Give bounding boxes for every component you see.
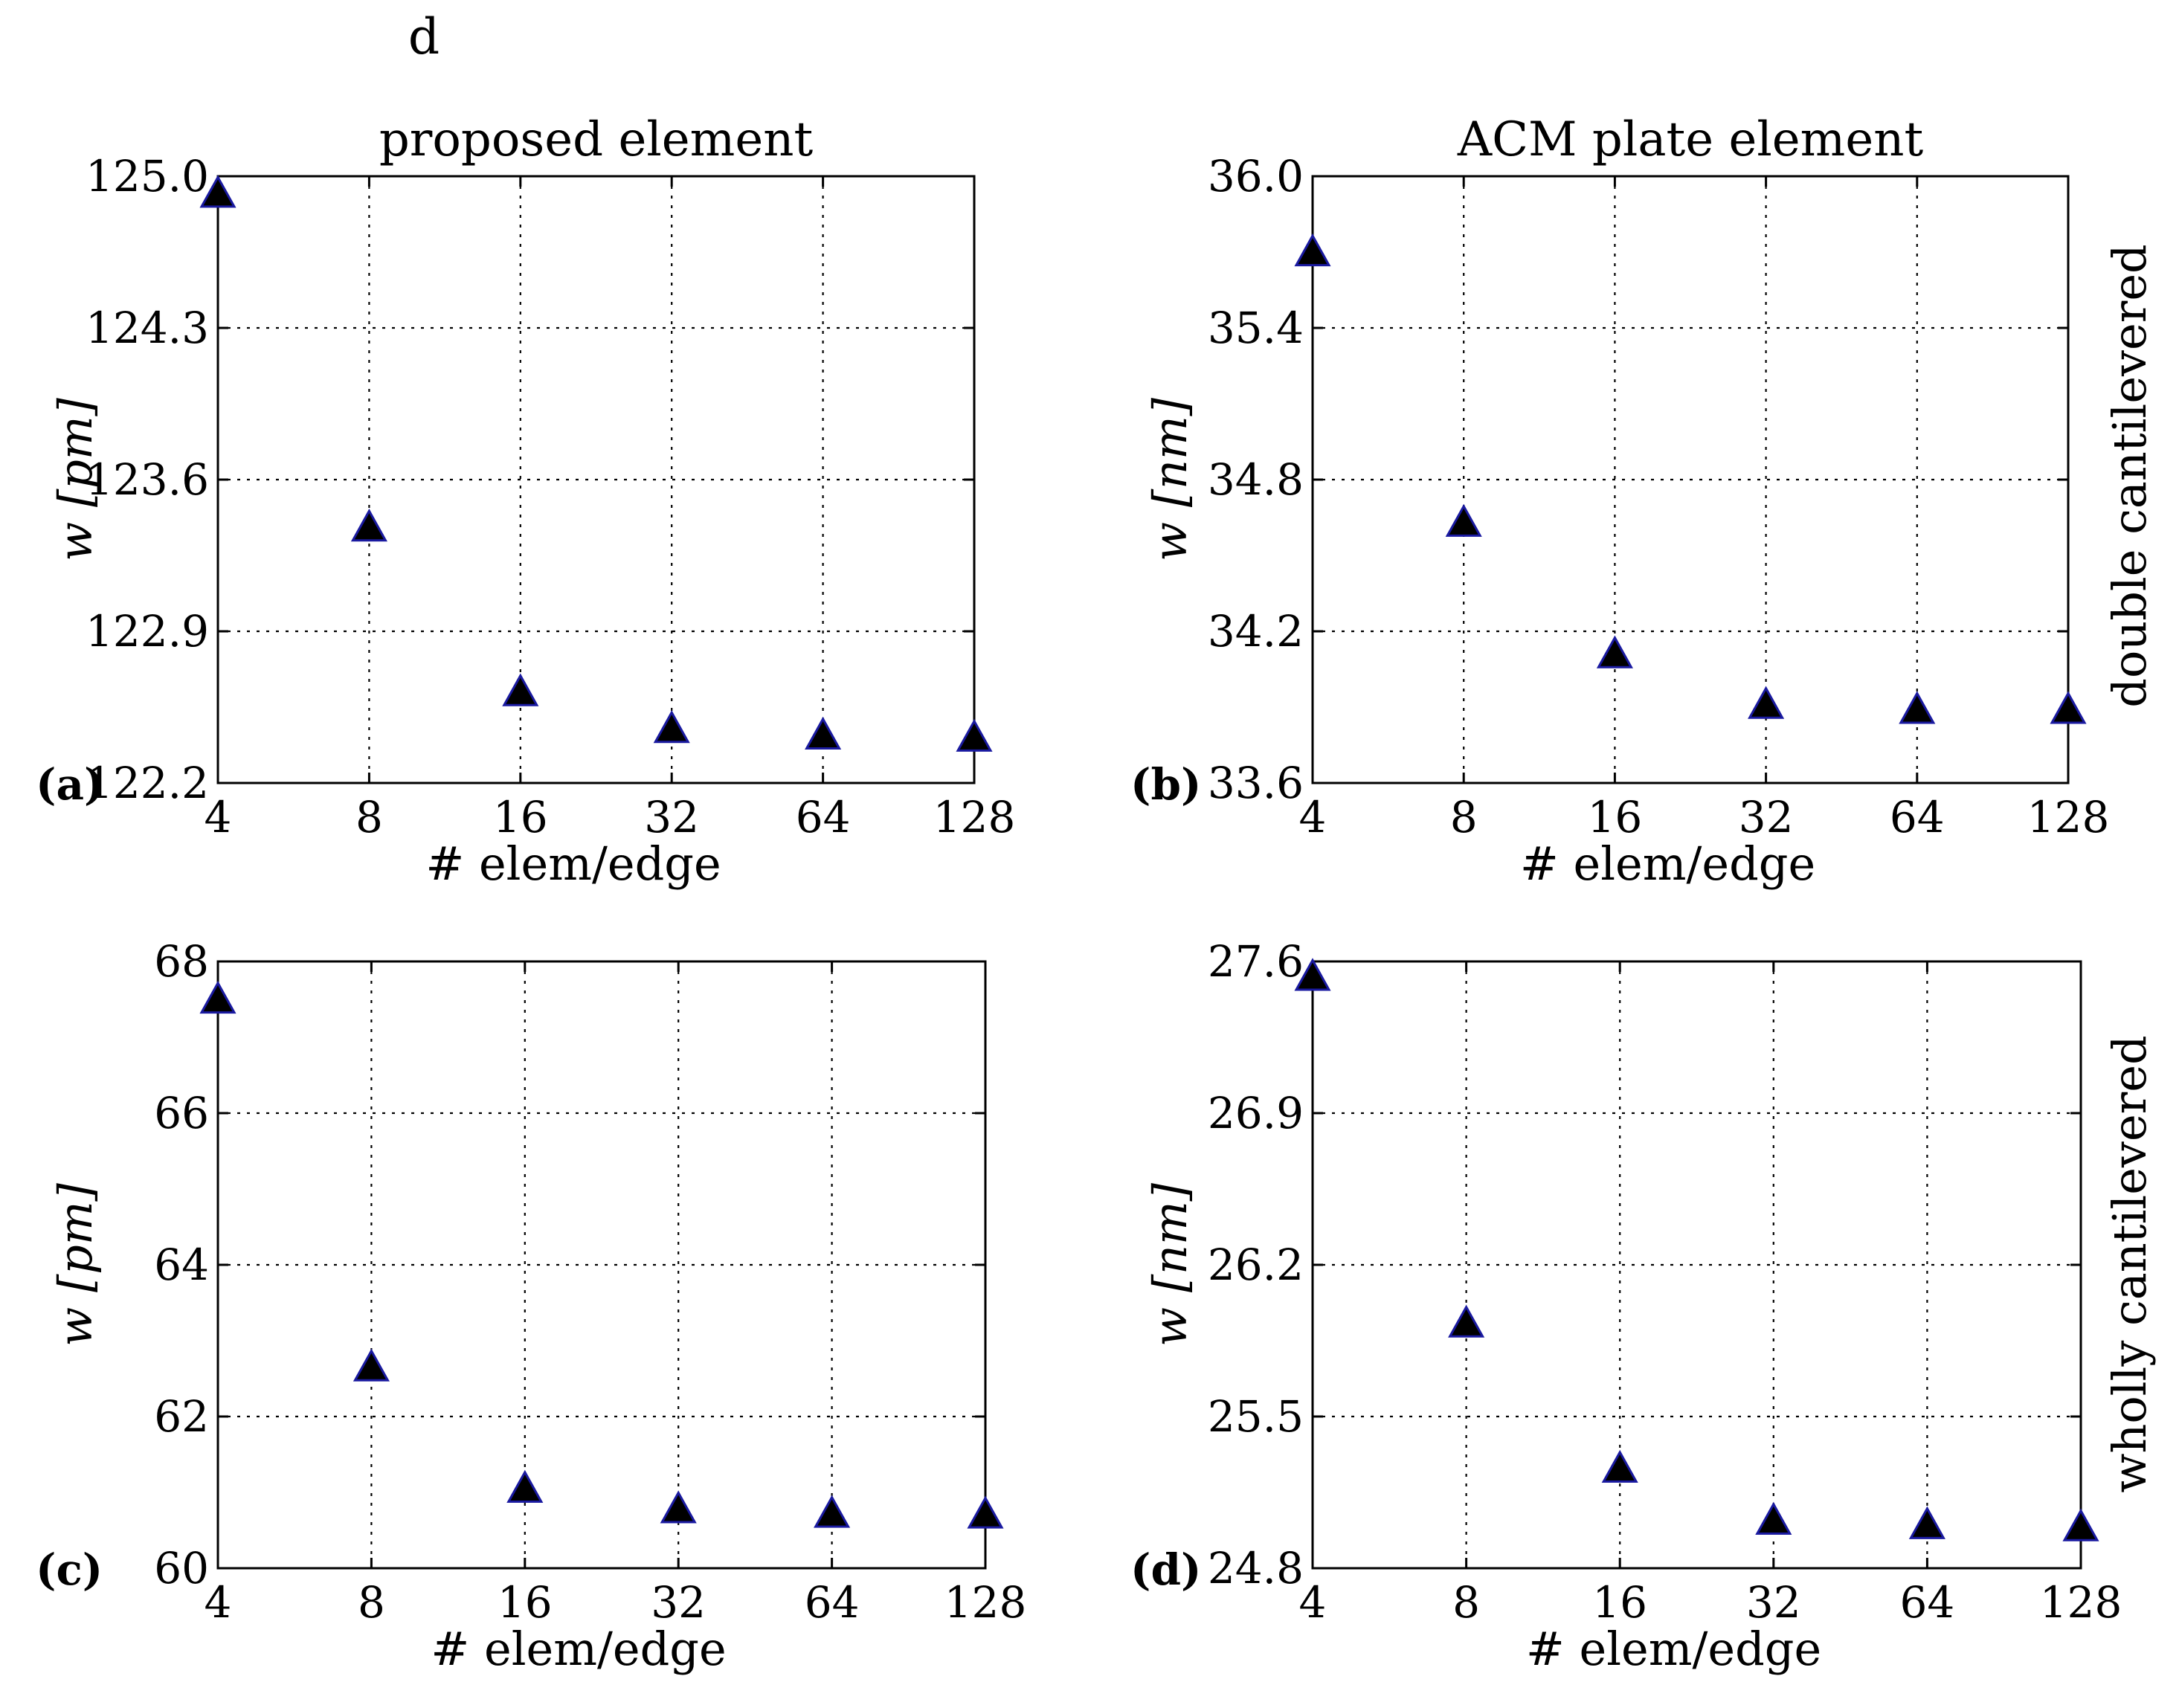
panel-a: 4 8 16 32 64 128 122.2 122.9 123.6 124.3 125.0 # el… xyxy=(36,112,1015,891)
data-point xyxy=(1445,503,1482,537)
data-point xyxy=(1601,1449,1638,1483)
x-tick-label: 4 xyxy=(1299,1577,1327,1628)
y-tick-label: 64 xyxy=(154,1240,209,1290)
y-tick-label: 25.5 xyxy=(1208,1391,1304,1442)
side-label-wholly-cantilevered: wholly cantilevered xyxy=(2102,1035,2157,1492)
x-axis-label: # elem/edge xyxy=(1526,1622,1821,1676)
y-tick-label: 34.8 xyxy=(1208,454,1304,505)
plot-frame xyxy=(216,960,987,1570)
x-tick-label: 64 xyxy=(805,1577,860,1628)
data-point xyxy=(1294,233,1331,267)
panel-b: 4 8 16 32 64 128 33.6 34.2 34.8 35.4 36.0 # elem/ed… xyxy=(1130,112,2109,891)
data-point xyxy=(1899,691,1936,724)
data-point xyxy=(2050,691,2087,724)
y-tick-label: 122.2 xyxy=(86,758,209,808)
x-tick-label: 8 xyxy=(355,792,383,842)
panel-d: 4 8 16 32 64 128 24.8 25.5 26.2 26.9 27.6 # elem/ed… xyxy=(1130,936,2122,1676)
data-point xyxy=(653,710,690,744)
data-point xyxy=(1755,1501,1792,1535)
panel-label: (c) xyxy=(36,1544,103,1595)
data-point xyxy=(805,716,842,750)
y-tick-label: 34.2 xyxy=(1208,606,1304,657)
chart-title: ACM plate element xyxy=(1457,112,1924,167)
data-point xyxy=(1908,1506,1945,1539)
y-axis-label: w [pm] xyxy=(48,397,103,561)
y-tick-label: 62 xyxy=(154,1391,209,1442)
y-axis-label: w [pm] xyxy=(48,1182,103,1346)
x-tick-label: 128 xyxy=(944,1577,1027,1628)
panel-label: (a) xyxy=(36,759,104,810)
x-tick-label: 64 xyxy=(1899,1577,1954,1628)
y-tick-label: 33.6 xyxy=(1208,758,1304,808)
chart-title: proposed element xyxy=(379,112,814,167)
x-tick-label: 32 xyxy=(651,1577,706,1628)
y-tick-label: 36.0 xyxy=(1208,151,1304,202)
x-tick-label: 128 xyxy=(933,792,1016,842)
y-tick-label: 27.6 xyxy=(1208,936,1304,987)
y-axis-label: w [nm] xyxy=(1143,1182,1197,1347)
side-label-double-cantilevered: double cantilevered xyxy=(2102,244,2157,707)
y-tick-label: 66 xyxy=(154,1088,209,1138)
data-point xyxy=(956,718,993,752)
y-tick-label: 35.4 xyxy=(1208,303,1304,353)
data-point xyxy=(353,1348,390,1382)
y-tick-label: 26.9 xyxy=(1208,1088,1304,1138)
x-tick-label: 16 xyxy=(1587,792,1642,842)
data-point xyxy=(350,509,387,542)
x-tick-label: 4 xyxy=(205,1577,232,1628)
x-tick-label: 16 xyxy=(1592,1577,1647,1628)
x-axis-label: # elem/edge xyxy=(431,1622,726,1676)
x-tick-label: 64 xyxy=(796,792,851,842)
panel-label: (b) xyxy=(1130,759,1201,810)
y-tick-label: 24.8 xyxy=(1208,1543,1304,1593)
x-tick-label: 64 xyxy=(1890,792,1945,842)
x-axis-label: # elem/edge xyxy=(1520,837,1815,891)
x-tick-label: 8 xyxy=(1452,1577,1480,1628)
data-point xyxy=(199,980,236,1014)
data-point xyxy=(506,1469,544,1503)
x-tick-label: 4 xyxy=(205,792,232,842)
data-point xyxy=(1294,958,1331,991)
x-tick-label: 4 xyxy=(1299,792,1327,842)
x-axis-label: # elem/edge xyxy=(425,837,721,891)
x-tick-label: 32 xyxy=(1746,1577,1801,1628)
x-tick-label: 128 xyxy=(2040,1577,2122,1628)
y-tick-label: 122.9 xyxy=(86,606,209,657)
data-point xyxy=(967,1495,1004,1529)
x-tick-label: 128 xyxy=(2027,792,2110,842)
x-tick-label: 16 xyxy=(498,1577,553,1628)
x-tick-label: 32 xyxy=(644,792,699,842)
data-point xyxy=(2062,1508,2099,1541)
data-point xyxy=(199,175,236,208)
panel-c: 4 8 16 32 64 128 60 62 64 66 68 # elem/edge w [pm] (c… xyxy=(36,936,1026,1676)
data-point xyxy=(1748,686,1785,719)
plot-frame xyxy=(1311,960,2082,1570)
y-axis-label: w [nm] xyxy=(1143,397,1197,561)
y-tick-label: 125.0 xyxy=(86,151,209,202)
panel-label: (d) xyxy=(1130,1544,1201,1595)
data-point xyxy=(1596,635,1633,668)
data-point xyxy=(502,673,539,706)
y-tick-label: 124.3 xyxy=(86,303,209,353)
y-tick-label: 26.2 xyxy=(1208,1240,1304,1290)
y-tick-label: 123.6 xyxy=(86,454,209,505)
x-tick-label: 8 xyxy=(1450,792,1478,842)
x-tick-label: 8 xyxy=(358,1577,385,1628)
x-tick-label: 32 xyxy=(1739,792,1794,842)
panels-group: 4 8 16 32 64 128 122.2 122.9 123.6 124.3 125.0 # el… xyxy=(36,112,2122,1676)
data-point xyxy=(1448,1304,1485,1338)
data-point xyxy=(814,1495,851,1528)
y-tick-label: 68 xyxy=(154,936,209,987)
data-point xyxy=(660,1490,697,1524)
header-letter: d xyxy=(408,8,440,65)
x-tick-label: 16 xyxy=(493,792,548,842)
y-tick-label: 60 xyxy=(154,1543,209,1593)
